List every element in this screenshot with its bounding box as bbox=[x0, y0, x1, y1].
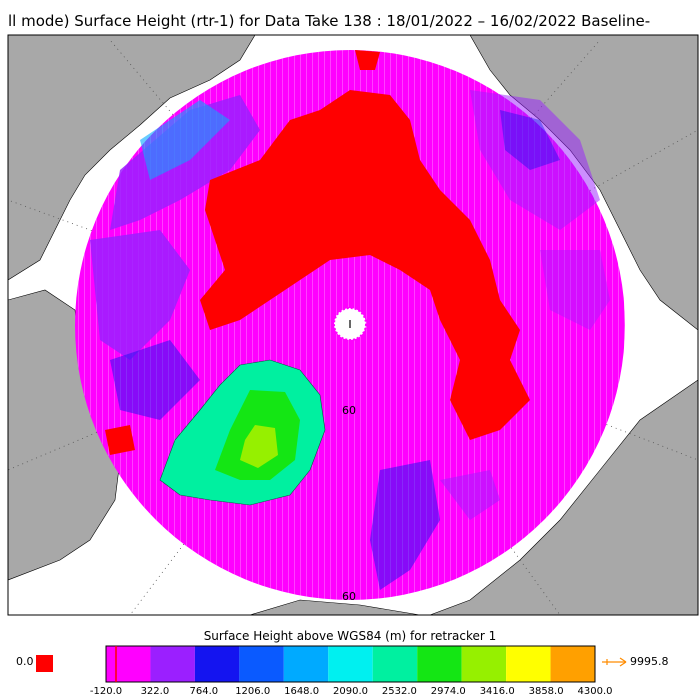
high-height-left-spot bbox=[105, 425, 135, 455]
colorbar-cell bbox=[150, 646, 195, 682]
page-title: ll mode) Surface Height (rtr-1) for Data… bbox=[8, 12, 651, 30]
colorbar-cell bbox=[550, 646, 595, 682]
lat-label-inner: 60 bbox=[342, 404, 356, 417]
colorbar-cell bbox=[283, 646, 329, 682]
colorbar-title: Surface Height above WGS84 (m) for retra… bbox=[203, 629, 497, 643]
colorbar-cell bbox=[417, 646, 462, 682]
colorbar bbox=[36, 645, 627, 683]
colorbar-tick-label: -120.0 bbox=[89, 686, 123, 697]
colorbar-cell bbox=[239, 646, 284, 682]
colorbar-cell bbox=[106, 646, 151, 682]
low-height-patches bbox=[90, 90, 610, 590]
colorbar-cell bbox=[461, 646, 507, 682]
colorbar-tick-label: 4300.0 bbox=[577, 686, 613, 697]
colorbar-cell bbox=[328, 646, 373, 682]
colorbar-tick-label: 764.0 bbox=[189, 686, 219, 697]
title-bar: ll mode) Surface Height (rtr-1) for Data… bbox=[0, 0, 700, 40]
colorbar-cell bbox=[506, 646, 551, 682]
greenland bbox=[159, 359, 326, 506]
colorbar-cell bbox=[194, 646, 240, 682]
high-height-region bbox=[200, 90, 530, 440]
colorbar-frame bbox=[105, 645, 596, 683]
underflow-label: 0.0 bbox=[16, 655, 34, 668]
colorbar-tick-label: 322.0 bbox=[140, 686, 170, 697]
colorbar-tick-label: 1648.0 bbox=[284, 686, 320, 697]
pole-hole-ring bbox=[333, 307, 367, 341]
lat-label-bottom: 60 bbox=[342, 590, 356, 603]
overflow-label: 9995.8 bbox=[630, 655, 669, 668]
colorbar-tick-label: 3416.0 bbox=[479, 686, 515, 697]
colorbar-tick-label: 3858.0 bbox=[528, 686, 564, 697]
underflow-swatch bbox=[36, 655, 53, 672]
map-frame bbox=[7, 34, 699, 616]
colorbar-tick-label: 2532.0 bbox=[381, 686, 417, 697]
colorbar-tick-label: 1206.0 bbox=[235, 686, 271, 697]
colorbar-tick-label: 2090.0 bbox=[333, 686, 368, 697]
colorbar-cells bbox=[105, 645, 596, 683]
colorbar-tick-label: 2974.0 bbox=[430, 686, 466, 697]
colorbar-cell bbox=[372, 646, 418, 682]
high-height-top-strip bbox=[355, 50, 380, 70]
